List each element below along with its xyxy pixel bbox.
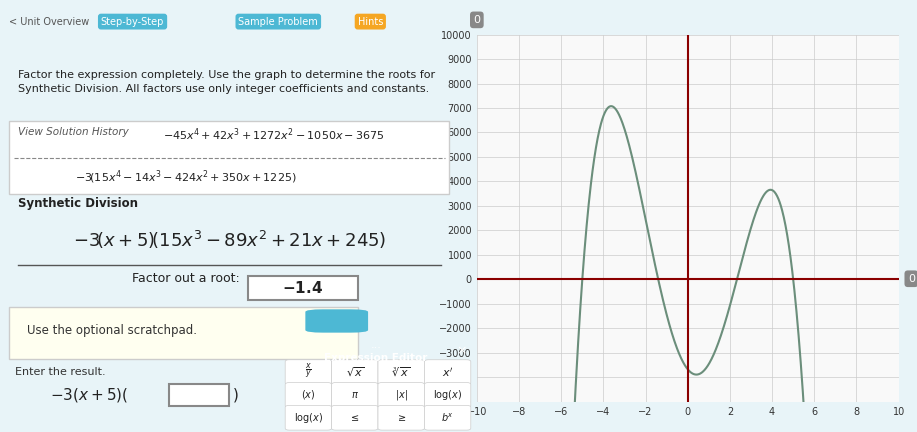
Text: $\frac{x}{y}$: $\frac{x}{y}$ bbox=[305, 362, 312, 382]
FancyBboxPatch shape bbox=[285, 360, 332, 384]
FancyBboxPatch shape bbox=[248, 276, 358, 300]
Text: $-3\!\left(x+5\right)\!\left(15x^3-89x^2+21x+245\right)$: $-3\!\left(x+5\right)\!\left(15x^3-89x^2… bbox=[72, 229, 386, 251]
Text: $(x)$: $(x)$ bbox=[301, 388, 315, 401]
FancyBboxPatch shape bbox=[285, 383, 332, 407]
Text: $)$: $)$ bbox=[232, 386, 238, 404]
Text: < Unit Overview: < Unit Overview bbox=[9, 16, 90, 27]
Text: View Solution History: View Solution History bbox=[18, 127, 128, 137]
Text: Use the optional scratchpad.: Use the optional scratchpad. bbox=[27, 324, 196, 337]
Text: $\leq$: $\leq$ bbox=[349, 413, 360, 423]
FancyBboxPatch shape bbox=[9, 121, 449, 194]
Text: ×: × bbox=[457, 345, 467, 358]
FancyBboxPatch shape bbox=[378, 405, 425, 430]
Text: $-3(x+5)($: $-3(x+5)($ bbox=[50, 386, 129, 404]
Text: ...: ... bbox=[370, 340, 381, 350]
Text: 0: 0 bbox=[473, 15, 481, 25]
Text: $\sqrt[3]{x}$: $\sqrt[3]{x}$ bbox=[392, 365, 411, 379]
Text: Synthetic Division: Synthetic Division bbox=[18, 197, 138, 210]
Text: Factor the expression completely. Use the graph to determine the roots for
Synth: Factor the expression completely. Use th… bbox=[18, 70, 435, 94]
FancyBboxPatch shape bbox=[285, 405, 332, 430]
FancyBboxPatch shape bbox=[425, 405, 470, 430]
Text: Sample Problem: Sample Problem bbox=[238, 16, 318, 27]
Text: $\geq$: $\geq$ bbox=[395, 413, 407, 423]
FancyBboxPatch shape bbox=[332, 405, 378, 430]
Text: $|x|$: $|x|$ bbox=[394, 388, 408, 402]
Text: $\log(x)$: $\log(x)$ bbox=[433, 388, 462, 402]
FancyBboxPatch shape bbox=[169, 384, 229, 406]
Text: $\pi$: $\pi$ bbox=[351, 390, 359, 400]
FancyBboxPatch shape bbox=[378, 360, 425, 384]
FancyBboxPatch shape bbox=[332, 383, 378, 407]
FancyBboxPatch shape bbox=[425, 383, 470, 407]
Text: $-3\!\left(15x^4-14x^3-424x^2+350x+1225\right)$: $-3\!\left(15x^4-14x^3-424x^2+350x+1225\… bbox=[75, 168, 297, 186]
FancyBboxPatch shape bbox=[305, 309, 368, 333]
Text: $\sqrt{x}$: $\sqrt{x}$ bbox=[346, 365, 364, 379]
Text: Expression Editor: Expression Editor bbox=[325, 353, 427, 363]
Text: Hints: Hints bbox=[358, 16, 383, 27]
Text: Factor out a root:: Factor out a root: bbox=[132, 272, 240, 285]
Text: $b^x$: $b^x$ bbox=[441, 412, 454, 424]
Text: 0: 0 bbox=[908, 274, 915, 284]
Text: $\mathbf{-1.4}$: $\mathbf{-1.4}$ bbox=[282, 280, 323, 296]
Text: $x'$: $x'$ bbox=[442, 365, 453, 378]
Text: Step-by-Step: Step-by-Step bbox=[101, 16, 164, 27]
FancyBboxPatch shape bbox=[425, 360, 470, 384]
Text: Enter the result.: Enter the result. bbox=[15, 367, 105, 377]
FancyBboxPatch shape bbox=[378, 383, 425, 407]
FancyBboxPatch shape bbox=[9, 307, 358, 359]
Text: $\log(x)$: $\log(x)$ bbox=[293, 411, 323, 425]
FancyBboxPatch shape bbox=[332, 360, 378, 384]
Text: $-45x^4+42x^3+1272x^2-1050x-3675$: $-45x^4+42x^3+1272x^2-1050x-3675$ bbox=[163, 127, 385, 143]
